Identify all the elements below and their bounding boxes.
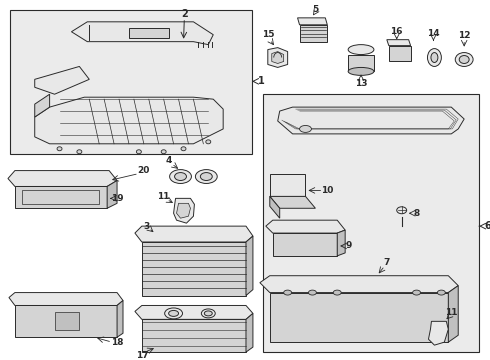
- Ellipse shape: [309, 290, 317, 295]
- Polygon shape: [35, 67, 89, 94]
- Text: 8: 8: [414, 209, 420, 218]
- Ellipse shape: [427, 49, 441, 67]
- Polygon shape: [54, 312, 79, 330]
- Polygon shape: [297, 18, 327, 25]
- Ellipse shape: [200, 172, 212, 180]
- Text: 7: 7: [384, 258, 390, 267]
- Ellipse shape: [206, 140, 211, 144]
- Polygon shape: [270, 196, 316, 208]
- Text: 12: 12: [458, 31, 470, 40]
- Text: 10: 10: [321, 186, 334, 195]
- Text: 11: 11: [445, 308, 458, 317]
- Text: 9: 9: [346, 242, 352, 251]
- Polygon shape: [10, 10, 252, 154]
- Polygon shape: [15, 306, 117, 337]
- Text: 3: 3: [144, 222, 150, 231]
- Polygon shape: [173, 198, 195, 223]
- Polygon shape: [135, 306, 253, 319]
- Polygon shape: [135, 226, 253, 242]
- Polygon shape: [246, 314, 253, 352]
- Polygon shape: [246, 236, 253, 296]
- Polygon shape: [8, 171, 117, 186]
- Polygon shape: [142, 319, 246, 352]
- Ellipse shape: [397, 207, 407, 214]
- Text: 13: 13: [355, 79, 368, 88]
- Polygon shape: [260, 276, 458, 293]
- Ellipse shape: [333, 290, 341, 295]
- Ellipse shape: [136, 150, 141, 154]
- Ellipse shape: [196, 170, 217, 184]
- Polygon shape: [22, 190, 99, 204]
- Polygon shape: [272, 51, 284, 63]
- Ellipse shape: [201, 309, 215, 318]
- Polygon shape: [278, 107, 464, 134]
- Polygon shape: [337, 230, 345, 256]
- Polygon shape: [448, 285, 458, 342]
- Polygon shape: [9, 293, 123, 306]
- Polygon shape: [273, 233, 337, 256]
- Text: 4: 4: [166, 156, 172, 165]
- Ellipse shape: [161, 150, 166, 154]
- Polygon shape: [389, 46, 411, 62]
- Polygon shape: [142, 242, 246, 296]
- Ellipse shape: [459, 55, 469, 63]
- Text: 19: 19: [111, 194, 123, 203]
- Polygon shape: [129, 28, 169, 38]
- Polygon shape: [263, 94, 479, 352]
- Polygon shape: [270, 174, 305, 196]
- Ellipse shape: [431, 53, 438, 63]
- Polygon shape: [15, 186, 107, 208]
- Polygon shape: [72, 22, 213, 45]
- Polygon shape: [270, 196, 280, 218]
- Text: 16: 16: [391, 27, 403, 36]
- Ellipse shape: [169, 310, 178, 316]
- Ellipse shape: [438, 290, 445, 295]
- Polygon shape: [35, 97, 223, 144]
- Polygon shape: [266, 220, 345, 233]
- Polygon shape: [268, 48, 288, 67]
- Text: 2: 2: [181, 9, 188, 19]
- Ellipse shape: [299, 125, 312, 132]
- Polygon shape: [299, 25, 327, 42]
- Ellipse shape: [77, 150, 82, 154]
- Polygon shape: [270, 293, 448, 342]
- Text: 5: 5: [312, 5, 318, 14]
- Text: 1: 1: [258, 76, 265, 86]
- Ellipse shape: [181, 147, 186, 151]
- Ellipse shape: [174, 172, 187, 180]
- Text: 20: 20: [138, 166, 150, 175]
- Polygon shape: [117, 301, 123, 337]
- Text: 15: 15: [262, 30, 274, 39]
- Text: 14: 14: [427, 29, 440, 38]
- Ellipse shape: [165, 308, 182, 319]
- Ellipse shape: [57, 147, 62, 151]
- Ellipse shape: [348, 67, 374, 75]
- Text: 6: 6: [484, 221, 490, 231]
- Ellipse shape: [455, 53, 473, 67]
- Ellipse shape: [413, 290, 420, 295]
- Polygon shape: [428, 321, 448, 345]
- Ellipse shape: [204, 311, 212, 316]
- Ellipse shape: [284, 290, 292, 295]
- Polygon shape: [176, 203, 191, 218]
- Text: 18: 18: [111, 338, 123, 347]
- Polygon shape: [387, 40, 411, 46]
- Polygon shape: [35, 94, 49, 117]
- Polygon shape: [107, 180, 117, 208]
- Polygon shape: [348, 55, 374, 71]
- Text: 17: 17: [136, 351, 148, 360]
- Text: 11: 11: [157, 192, 170, 201]
- Ellipse shape: [170, 170, 192, 184]
- Ellipse shape: [348, 45, 374, 55]
